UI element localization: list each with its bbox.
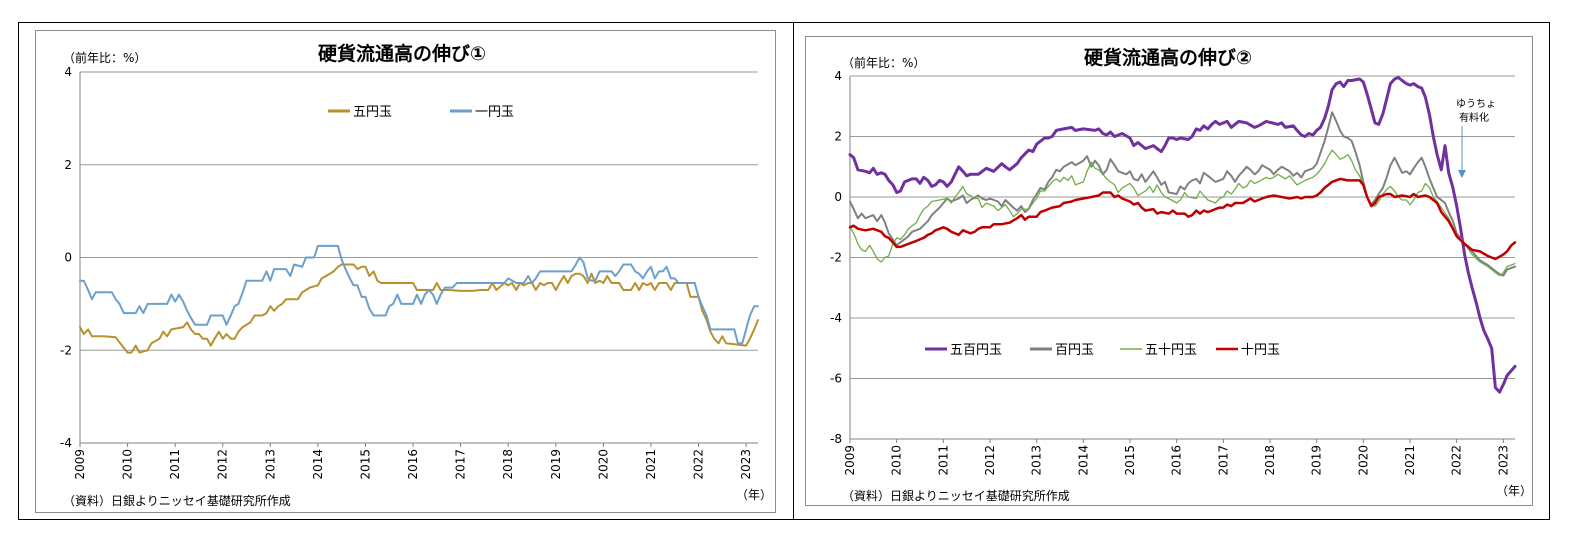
x-tick-label: 2021 — [644, 449, 658, 480]
y-tick-label: 2 — [64, 158, 72, 172]
y-tick-label: 4 — [834, 69, 842, 83]
series-line-2 — [79, 244, 759, 345]
x-tick-label: 2014 — [311, 449, 325, 480]
y-tick-label: -2 — [830, 251, 842, 265]
legend-label-2: 一円玉 — [475, 105, 514, 120]
x-tick-label: 2011 — [168, 449, 182, 480]
y-tick-label: 2 — [834, 130, 842, 144]
x-tick-label: 2015 — [1123, 445, 1137, 476]
x-tick-label: 2012 — [983, 445, 997, 476]
x-tick-label: 2015 — [358, 449, 372, 480]
annotation-line-1: ゆうちょ — [1456, 98, 1496, 110]
x-tick-label: 2021 — [1403, 445, 1417, 476]
annotation-arrow-head — [1458, 170, 1466, 178]
x-tick-label: 2020 — [596, 449, 610, 480]
y-tick-label: 4 — [64, 65, 72, 79]
x-tick-label: 2013 — [263, 449, 277, 480]
chart-1-xlabel: （年） — [736, 488, 772, 502]
x-tick-label: 2020 — [1356, 445, 1370, 476]
x-tick-label: 2018 — [1263, 445, 1277, 476]
y-tick-label: 0 — [64, 251, 72, 265]
x-tick-label: 2022 — [692, 449, 706, 480]
series-line-3 — [849, 149, 1516, 277]
chart-2-title: 硬貨流通高の伸び② — [1084, 46, 1252, 69]
x-tick-label: 2016 — [406, 449, 420, 480]
legend-label-1: 五百円玉 — [950, 343, 1002, 358]
y-tick-label: -4 — [830, 311, 842, 325]
y-tick-label: -6 — [830, 372, 842, 386]
x-tick-label: 2009 — [73, 449, 87, 480]
panel-divider — [793, 22, 794, 520]
chart-1-title: 硬貨流通高の伸び① — [318, 42, 486, 65]
legend-label-3: 五十円玉 — [1145, 343, 1197, 358]
chart-1-source: （資料）日銀よりニッセイ基礎研究所作成 — [63, 493, 291, 508]
y-tick-label: -2 — [60, 343, 72, 357]
figure-frame — [18, 22, 1550, 520]
x-tick-label: 2017 — [454, 449, 468, 480]
x-tick-label: 2010 — [890, 445, 904, 476]
legend-label-1: 五円玉 — [353, 105, 392, 120]
x-tick-label: 2011 — [936, 445, 950, 476]
x-tick-label: 2019 — [549, 449, 563, 480]
y-tick-label: -4 — [60, 436, 72, 450]
x-tick-label: 2023 — [739, 449, 753, 480]
chart-2-ylabel: （前年比：%） — [842, 55, 925, 70]
series-line-2 — [849, 111, 1516, 277]
x-tick-label: 2023 — [1496, 445, 1510, 476]
x-tick-label: 2014 — [1076, 445, 1090, 476]
legend-label-4: 十円玉 — [1241, 343, 1280, 358]
x-tick-label: 2016 — [1170, 445, 1184, 476]
annotation-line-2: 有料化 — [1459, 111, 1489, 124]
chart-1-frame — [35, 30, 776, 513]
x-tick-label: 2013 — [1030, 445, 1044, 476]
series-line-1 — [848, 76, 1517, 394]
x-tick-label: 2009 — [843, 445, 857, 476]
legend-label-2: 百円玉 — [1055, 343, 1094, 358]
y-tick-label: -8 — [830, 432, 842, 446]
x-tick-label: 2017 — [1216, 445, 1230, 476]
series-line-4 — [848, 177, 1517, 261]
x-tick-label: 2022 — [1450, 445, 1464, 476]
chart-2-xlabel: （年） — [1496, 484, 1532, 498]
chart-2-source: （資料）日銀よりニッセイ基礎研究所作成 — [842, 488, 1070, 503]
x-tick-label: 2019 — [1310, 445, 1324, 476]
x-tick-label: 2012 — [216, 449, 230, 480]
x-tick-label: 2018 — [501, 449, 515, 480]
chart-1-ylabel: （前年比：%） — [63, 50, 146, 65]
y-tick-label: 0 — [834, 190, 842, 204]
x-tick-label: 2010 — [121, 449, 135, 480]
chart-2-frame — [805, 36, 1533, 506]
